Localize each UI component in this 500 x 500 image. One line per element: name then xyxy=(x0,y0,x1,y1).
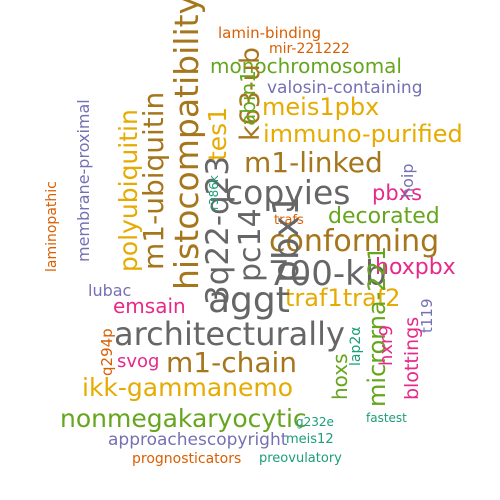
word-24: preovulatory xyxy=(259,451,342,466)
word-8: pbxs xyxy=(372,181,423,205)
word-41: hoip xyxy=(398,163,417,198)
word-1: mir-221222 xyxy=(269,41,350,57)
word-35: pc14 xyxy=(233,208,268,282)
word-14: aggt xyxy=(208,280,290,321)
word-39: abin1 xyxy=(236,70,260,126)
word-4: meis1pbx xyxy=(262,93,380,121)
word-9: conforming xyxy=(269,224,440,259)
word-45: hxr9 xyxy=(376,325,397,366)
word-2: monochromosomal xyxy=(210,54,402,78)
word-23: prognosticators xyxy=(132,451,242,467)
word-27: fastest xyxy=(366,411,407,425)
word-40: r386k xyxy=(207,175,221,210)
word-13: emsain xyxy=(113,294,186,318)
word-10: decorated xyxy=(328,204,440,229)
word-26: g232e xyxy=(296,415,334,429)
word-12: architecturally xyxy=(114,315,345,353)
word-47: t119 xyxy=(418,298,436,333)
word-48: q294p xyxy=(98,328,116,376)
word-15: 700-kb xyxy=(268,254,387,294)
word-29: histocompatibility xyxy=(167,0,206,290)
word-19: svog xyxy=(117,351,160,372)
word-20: ikk-gammanemo xyxy=(82,373,294,402)
word-5: immuno-purified xyxy=(263,120,463,148)
word-21: nonmegakaryocytic xyxy=(60,404,307,433)
word-32: membrane-proximal xyxy=(74,99,93,262)
word-30: m1-ubiquitin xyxy=(137,91,170,270)
word-44: lap2α xyxy=(348,326,364,367)
word-25: meis12 xyxy=(286,432,334,447)
word-33: laminopathic xyxy=(44,181,60,272)
word-22: approachescopyright xyxy=(108,430,288,450)
word-31: polyubiquitin xyxy=(114,109,143,272)
word-0: lamin-binding xyxy=(218,24,321,42)
word-11: traf1traf2 xyxy=(285,284,401,312)
word-43: hoxs xyxy=(328,353,352,400)
word-36: pbx1 xyxy=(266,193,307,283)
word-16: hoxpbx xyxy=(375,255,456,280)
word-38: tes1 xyxy=(203,106,232,161)
word-28: trafs xyxy=(274,213,304,228)
word-7: copyies xyxy=(225,173,351,212)
word-17: lubac xyxy=(88,281,132,300)
word-3: valosin-containing xyxy=(267,78,423,98)
word-18: m1-chain xyxy=(166,346,298,379)
word-6: m1-linked xyxy=(244,146,383,179)
